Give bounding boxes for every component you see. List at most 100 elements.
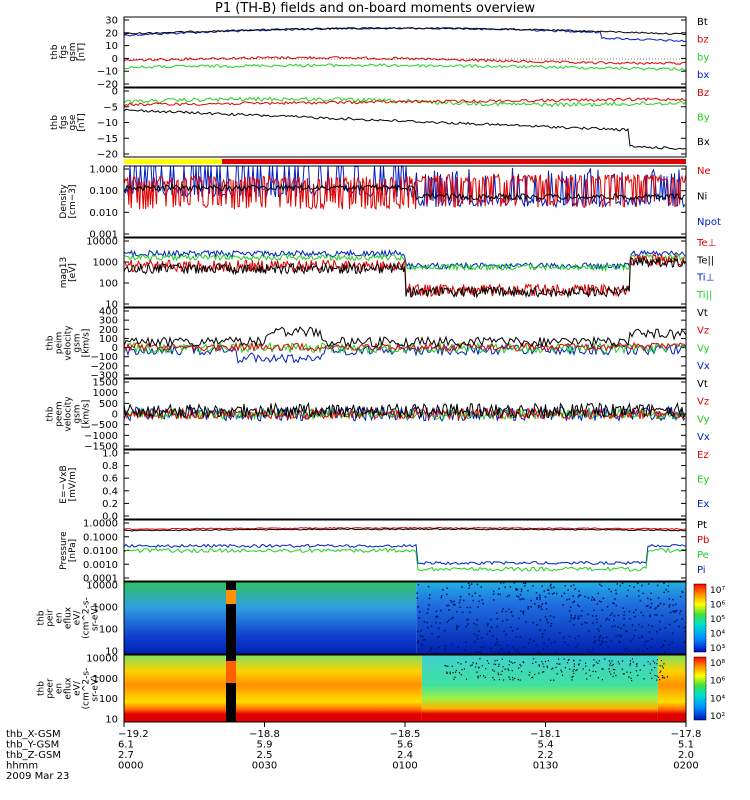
electron-spectrogram-cell <box>512 679 514 681</box>
ion-spectrogram-cell <box>671 641 673 644</box>
ion-spectrogram-cell <box>684 630 686 633</box>
ion-spectrogram-cell <box>613 619 615 622</box>
electron-spectrogram-cell <box>629 660 632 662</box>
electron-spectrogram-cell <box>656 659 659 661</box>
y-axis-label: [nT] <box>77 113 87 131</box>
ion-spectrogram-cell <box>638 637 640 639</box>
ion-spectrogram-cell <box>467 618 469 621</box>
ion-spectrogram-cell <box>647 624 650 626</box>
ion-spectrogram-cell <box>598 600 601 602</box>
electron-spectrogram-cell <box>560 669 562 671</box>
ion-spectrogram-cell <box>524 582 527 585</box>
electron-spectrogram-cell <box>457 662 459 664</box>
ion-spectrogram-cell <box>663 582 665 584</box>
x-tick-label: 5.9 <box>257 740 273 751</box>
electron-spectrogram-cell <box>659 679 661 681</box>
ion-spectrogram-cell <box>516 595 518 597</box>
ion-gap-hot <box>226 590 236 604</box>
electron-spectrogram-cell <box>571 679 573 681</box>
ion-spectrogram-cell <box>593 598 596 601</box>
electron-spectrogram-cell <box>486 660 488 662</box>
chart-title: P1 (TH-B) fields and on-board moments ov… <box>215 1 535 16</box>
ion-spectrogram-cell <box>547 621 549 624</box>
ion-spectrogram-cell <box>546 645 548 648</box>
ion-spectrogram-cell <box>619 641 621 644</box>
electron-spectrogram-cell <box>522 661 525 664</box>
ion-spectrogram-cell <box>609 614 612 616</box>
legend-vz: Vz <box>697 326 709 337</box>
panel-frame <box>123 16 687 88</box>
y-axis-label: mag13 <box>59 257 69 288</box>
ion-spectrogram-cell <box>578 594 581 596</box>
electron-spectrogram-cell <box>528 674 530 676</box>
y-axis-label: (cm^2-s- <box>82 668 92 710</box>
y-axis-label: sr-eV) <box>91 605 101 631</box>
electron-spectrogram-cell <box>609 664 611 666</box>
ion-spectrogram-cell <box>567 644 569 646</box>
ion-spectrogram-cell <box>541 603 544 605</box>
electron-spectrogram-cell <box>509 678 511 680</box>
ion-spectrogram-cell <box>544 596 547 598</box>
ion-spectrogram-cell <box>613 615 616 617</box>
ion-spectrogram-cell <box>619 584 622 587</box>
x-tick-label: −17.8 <box>671 729 702 740</box>
ion-spectrogram-cell <box>545 608 548 610</box>
ion-spectrogram-cell <box>506 595 509 598</box>
ion-spectrogram-cell <box>437 636 439 638</box>
colorbar-label: 10⁴ <box>710 694 725 704</box>
ion-spectrogram-cell <box>577 635 580 637</box>
electron-spectrogram-cell <box>568 658 570 661</box>
ion-spectrogram-cell <box>668 623 671 626</box>
ion-spectrogram-cell <box>498 587 500 590</box>
ion-spectrogram-cell <box>633 635 636 637</box>
electron-spectrogram-cell <box>608 660 611 662</box>
electron-spectrogram-cell <box>534 673 536 676</box>
ion-spectrogram-cell <box>539 652 541 654</box>
ion-spectrogram-cell <box>591 615 594 617</box>
ion-spectrogram-cell <box>536 624 538 626</box>
ion-spectrogram-cell <box>599 583 601 586</box>
ion-spectrogram-cell <box>512 646 514 648</box>
ion-spectrogram-cell <box>508 594 511 597</box>
electron-spectrogram-cell <box>449 672 451 675</box>
ion-spectrogram-cell <box>656 614 658 616</box>
electron-spectrogram-cell <box>542 663 544 665</box>
ion-spectrogram-cell <box>463 599 465 602</box>
ion-spectrogram-cell <box>632 637 634 640</box>
ion-spectrogram-cell <box>459 599 462 601</box>
ion-spectrogram-cell <box>467 623 469 625</box>
electron-spectrogram-cell <box>573 668 575 671</box>
ion-spectrogram-cell <box>494 651 496 654</box>
ion-spectrogram-cell <box>641 636 643 638</box>
electron-spectrogram-cell <box>553 679 555 681</box>
electron-spectrogram-cell <box>651 677 653 679</box>
ion-spectrogram-cell <box>568 635 571 638</box>
ion-spectrogram-cell <box>468 584 471 587</box>
ion-spectrogram-cell <box>466 606 469 609</box>
ion-spectrogram-cell <box>539 598 541 601</box>
ion-spectrogram-cell <box>651 625 653 627</box>
ion-spectrogram-cell <box>665 588 667 591</box>
ion-spectrogram-cell <box>621 582 624 585</box>
ion-spectrogram-cell <box>573 600 576 603</box>
ion-spectrogram-cell <box>448 609 450 611</box>
y-tick-label: 10 <box>105 715 118 726</box>
legend-vy: Vy <box>697 414 710 425</box>
electron-spectrogram-cell <box>460 674 462 676</box>
electron-spectrogram-cell <box>615 674 617 677</box>
electron-spectrogram-cell <box>659 671 661 673</box>
ion-spectrogram-cell <box>547 589 550 592</box>
electron-spectrogram-cell <box>519 679 521 681</box>
ion-spectrogram-cell <box>496 612 498 614</box>
y-tick-label: 0.1000 <box>83 532 118 543</box>
electron-spectrogram-cell <box>561 671 563 673</box>
ion-spectrogram-cell <box>522 582 525 584</box>
ion-spectrogram-cell <box>564 584 566 587</box>
electron-spectrogram-cell <box>449 671 451 673</box>
electron-spectrogram-cell <box>601 679 604 681</box>
electron-spectrogram-cell <box>496 659 498 661</box>
ion-spectrogram-cell <box>515 587 517 590</box>
electron-spectrogram-cell <box>563 658 565 660</box>
electron-spectrogram-end <box>657 655 686 722</box>
ion-colorbar <box>693 583 707 653</box>
